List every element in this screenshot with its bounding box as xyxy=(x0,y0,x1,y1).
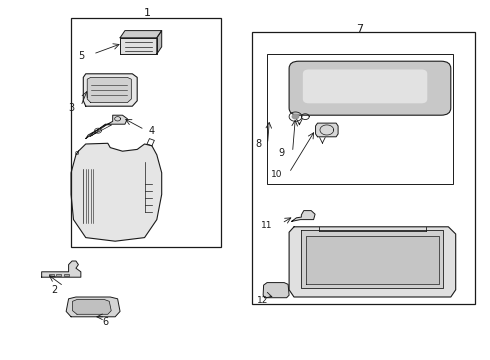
Polygon shape xyxy=(120,38,157,54)
Text: 7: 7 xyxy=(357,24,364,34)
Polygon shape xyxy=(83,74,137,106)
Polygon shape xyxy=(66,297,120,317)
Text: 3: 3 xyxy=(68,103,74,113)
FancyBboxPatch shape xyxy=(289,61,451,115)
Text: 8: 8 xyxy=(256,139,262,149)
Text: 11: 11 xyxy=(261,220,273,230)
Polygon shape xyxy=(301,230,443,288)
Polygon shape xyxy=(73,300,111,314)
Polygon shape xyxy=(120,31,162,38)
Polygon shape xyxy=(316,123,338,137)
Polygon shape xyxy=(306,236,439,284)
Polygon shape xyxy=(292,211,315,221)
Bar xyxy=(267,54,453,184)
Polygon shape xyxy=(71,143,162,241)
Text: 10: 10 xyxy=(271,170,283,179)
Polygon shape xyxy=(157,31,162,54)
Polygon shape xyxy=(263,283,289,298)
Bar xyxy=(56,274,61,276)
Text: 5: 5 xyxy=(78,51,84,61)
Polygon shape xyxy=(86,115,127,139)
Polygon shape xyxy=(87,77,131,103)
Bar xyxy=(64,274,69,276)
Text: 9: 9 xyxy=(279,148,285,158)
Polygon shape xyxy=(292,114,299,120)
Polygon shape xyxy=(289,227,456,297)
Text: 4: 4 xyxy=(149,126,155,136)
Text: 12: 12 xyxy=(256,296,268,305)
Text: ø: ø xyxy=(75,150,79,156)
Bar xyxy=(252,32,475,304)
Bar xyxy=(49,274,54,276)
FancyBboxPatch shape xyxy=(303,69,427,103)
Text: 1: 1 xyxy=(144,8,150,18)
Text: 6: 6 xyxy=(102,317,108,327)
Text: 2: 2 xyxy=(51,285,57,295)
Bar xyxy=(71,18,220,247)
Polygon shape xyxy=(42,261,81,277)
